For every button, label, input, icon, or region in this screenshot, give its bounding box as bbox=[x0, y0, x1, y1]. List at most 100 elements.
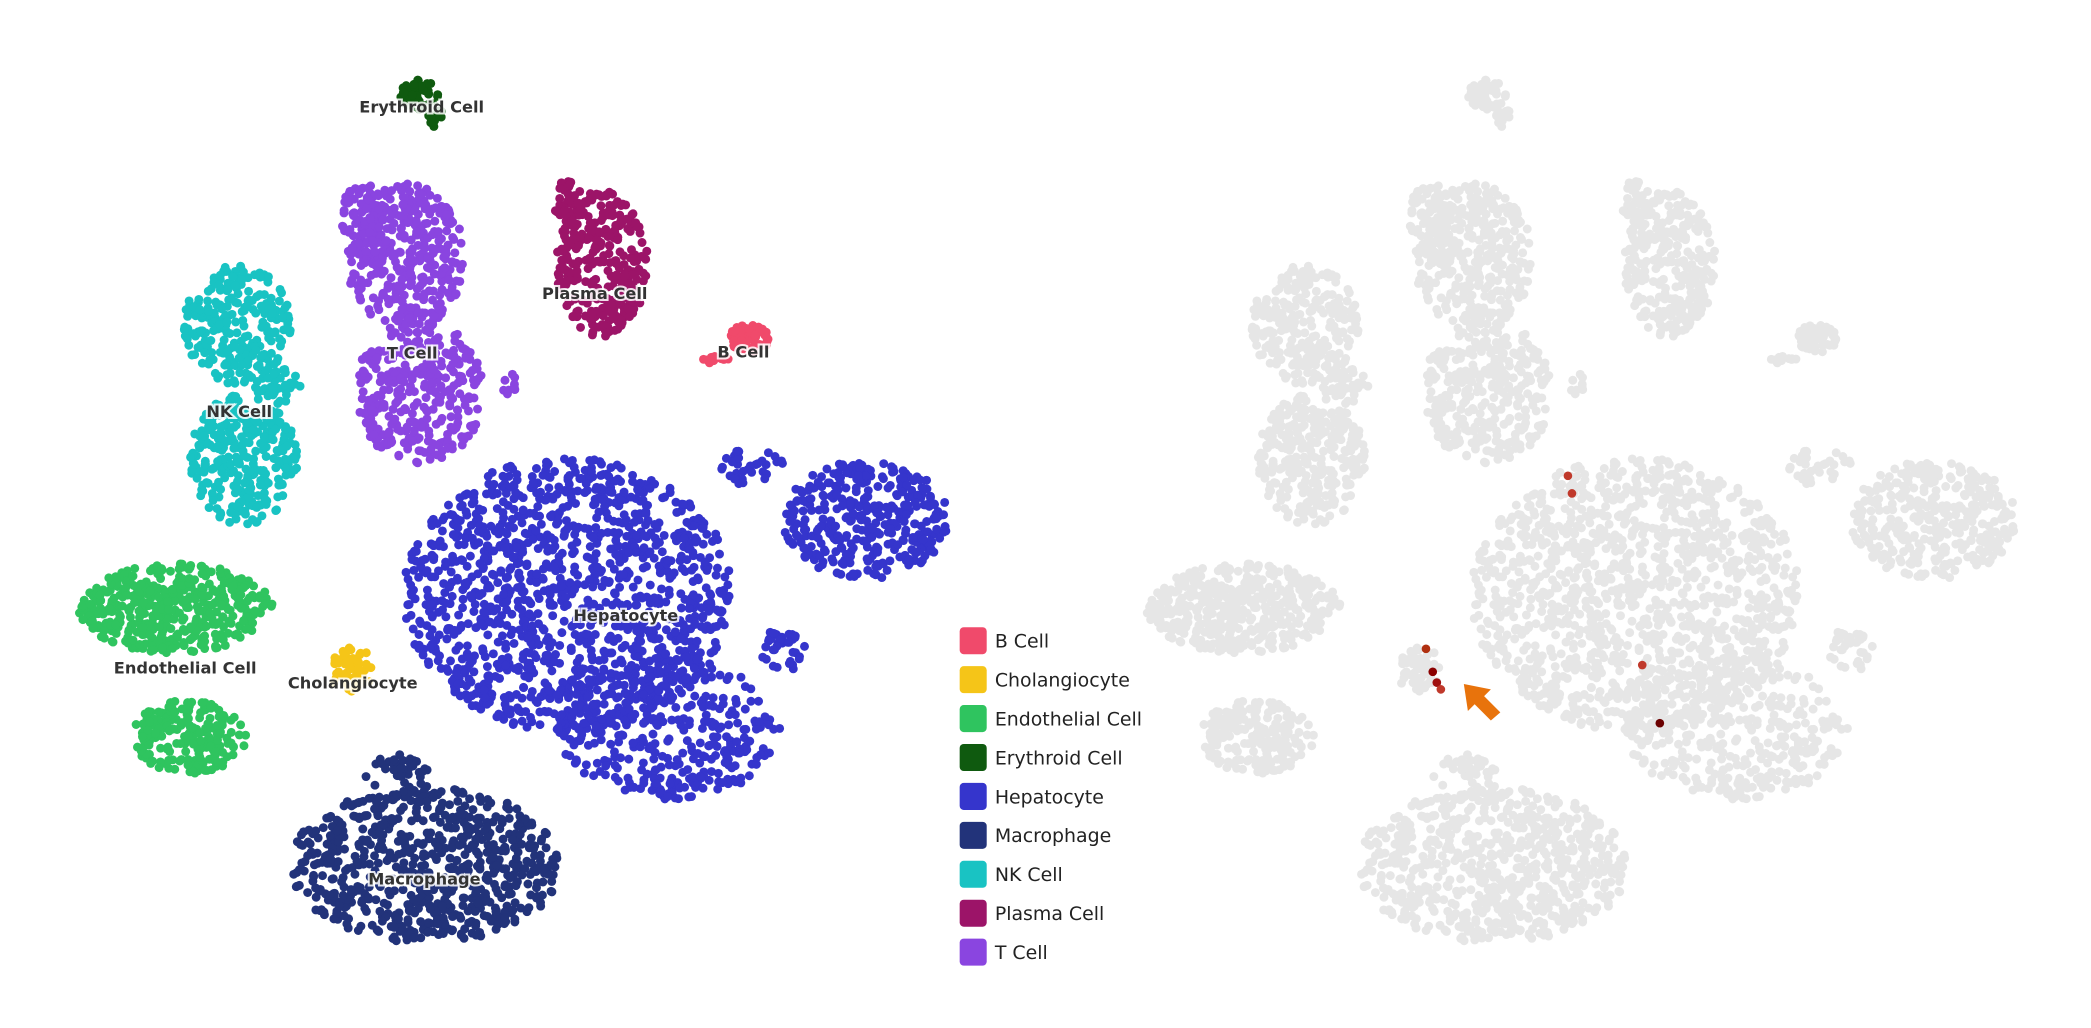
cell-point bbox=[500, 375, 510, 385]
cell-point bbox=[454, 641, 464, 651]
cell-point bbox=[427, 521, 437, 531]
cell-point bbox=[509, 494, 519, 504]
cell-point bbox=[533, 544, 543, 553]
cell-point bbox=[414, 307, 424, 317]
cell-point bbox=[370, 851, 380, 861]
cell-point bbox=[555, 640, 565, 650]
cell-point bbox=[252, 362, 262, 371]
cell-point bbox=[780, 527, 790, 537]
cell-point bbox=[346, 279, 356, 288]
cell-point bbox=[379, 266, 389, 276]
cell-point bbox=[542, 829, 551, 839]
cell-point bbox=[775, 723, 785, 733]
cell-point bbox=[443, 666, 453, 676]
cell-point bbox=[347, 801, 357, 811]
cell-point bbox=[845, 499, 855, 508]
cell-point bbox=[463, 619, 473, 629]
cell-point bbox=[461, 507, 471, 517]
cell-point bbox=[482, 822, 492, 832]
cell-point bbox=[601, 761, 611, 771]
cell-point bbox=[704, 741, 714, 751]
cell-point bbox=[396, 223, 406, 233]
cell-point bbox=[309, 870, 319, 880]
cell-point bbox=[923, 527, 933, 537]
cell-point bbox=[614, 517, 624, 527]
cell-point bbox=[405, 281, 415, 291]
cell-point bbox=[207, 600, 217, 610]
cell-point bbox=[223, 285, 233, 295]
cell-point bbox=[408, 436, 417, 446]
cell-point bbox=[818, 490, 828, 500]
cell-point bbox=[469, 422, 479, 431]
cell-point bbox=[273, 399, 283, 408]
cell-point bbox=[637, 238, 647, 247]
cell-point bbox=[715, 549, 724, 559]
cell-point bbox=[501, 660, 511, 670]
cell-point bbox=[474, 538, 484, 548]
cell-point bbox=[512, 559, 522, 569]
cell-point bbox=[304, 825, 314, 835]
cell-point bbox=[266, 293, 276, 303]
cell-point bbox=[217, 720, 227, 730]
cell-point bbox=[555, 573, 565, 583]
left-embedding bbox=[75, 75, 951, 946]
cell-point bbox=[261, 500, 271, 509]
cell-point bbox=[693, 575, 703, 585]
cell-point bbox=[343, 864, 353, 873]
cell-point bbox=[568, 311, 578, 321]
cell-point bbox=[476, 371, 486, 380]
cell-point bbox=[398, 200, 408, 210]
cell-point bbox=[164, 726, 174, 736]
cell-point bbox=[249, 581, 259, 591]
cell-point bbox=[580, 523, 590, 533]
cell-point bbox=[587, 330, 597, 340]
cell-point bbox=[172, 631, 182, 641]
cell-point bbox=[179, 641, 189, 651]
cell-point bbox=[531, 653, 541, 663]
cell-point bbox=[732, 446, 742, 456]
cell-point bbox=[422, 797, 432, 807]
cell-point bbox=[470, 906, 480, 916]
cell-point bbox=[213, 457, 223, 466]
cell-point bbox=[393, 389, 403, 399]
cell-point bbox=[423, 918, 433, 928]
cell-point bbox=[389, 932, 399, 942]
cell-point bbox=[111, 620, 121, 630]
cell-point bbox=[440, 263, 450, 273]
cell-point bbox=[383, 900, 392, 910]
cell-point bbox=[724, 720, 734, 730]
cell-point bbox=[366, 405, 376, 415]
cell-point bbox=[531, 526, 541, 536]
cell-point bbox=[898, 472, 908, 482]
cell-point bbox=[498, 508, 508, 518]
cell-point bbox=[573, 570, 583, 580]
cell-point bbox=[825, 478, 835, 488]
cell-point bbox=[624, 754, 634, 764]
cell-point bbox=[332, 826, 342, 836]
cell-point bbox=[183, 760, 193, 770]
cell-point bbox=[752, 753, 762, 762]
cell-point bbox=[266, 601, 276, 611]
cell-point bbox=[460, 490, 470, 500]
cell-point bbox=[354, 841, 364, 851]
cell-point bbox=[517, 605, 527, 615]
cell-point bbox=[485, 583, 495, 593]
cell-point bbox=[187, 350, 197, 360]
cell-point bbox=[590, 499, 600, 509]
cell-point bbox=[585, 455, 595, 465]
cell-point bbox=[154, 763, 164, 773]
cell-point bbox=[349, 211, 359, 221]
cell-point bbox=[150, 728, 160, 738]
cell-point bbox=[495, 824, 505, 834]
cell-point bbox=[401, 613, 411, 623]
cell-point bbox=[406, 269, 416, 279]
cell-point bbox=[269, 359, 279, 369]
cell-point bbox=[761, 654, 771, 664]
cell-point bbox=[497, 611, 507, 621]
cell-point bbox=[464, 674, 474, 684]
cell-point bbox=[196, 326, 206, 336]
cell-point bbox=[311, 892, 321, 902]
cell-point bbox=[499, 589, 509, 599]
cell-point bbox=[319, 907, 329, 917]
